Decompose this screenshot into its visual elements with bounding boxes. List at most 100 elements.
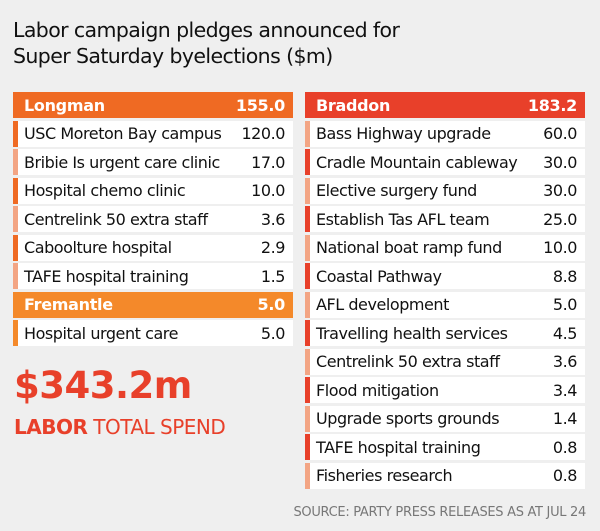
longman-rows: USC Moreton Bay campus 120.0 Bribie Is urg…	[13, 120, 293, 289]
row-accent-stripe	[13, 263, 18, 289]
row-value: 10.0	[251, 181, 285, 200]
table-row: Travelling health services 4.5	[305, 320, 585, 346]
row-value: 30.0	[543, 181, 577, 200]
row-label: Hospital chemo clinic	[24, 181, 186, 200]
row-label: Cradle Mountain cableway	[316, 152, 518, 172]
source-note: SOURCE: PARTY PRESS RELEASES AS AT JUL 2…	[293, 505, 586, 520]
row-accent-stripe	[13, 149, 18, 175]
row-accent-stripe	[13, 234, 18, 261]
row-accent-stripe	[305, 291, 310, 318]
row-label: TAFE hospital training	[24, 266, 189, 286]
right-column: Braddon 183.2 Bass Highway upgrade 60.0 Cr…	[305, 92, 585, 491]
group-total: 155.0	[235, 95, 285, 115]
table-row: Bass Highway upgrade 60.0	[305, 120, 585, 147]
group-header-braddon: Braddon 183.2	[305, 92, 585, 118]
row-accent-stripe	[305, 234, 310, 261]
row-label: Establish Tas AFL team	[316, 209, 490, 229]
table-row: Cradle Mountain cableway 30.0	[305, 149, 585, 175]
row-label: National boat ramp fund	[316, 238, 502, 257]
row-label: AFL development	[316, 295, 449, 314]
row-value: 2.9	[260, 238, 286, 257]
row-accent-stripe	[305, 120, 310, 147]
row-label: USC Moreton Bay campus	[24, 124, 222, 143]
row-value: 5.0	[260, 323, 286, 343]
group-header-fremantle: Fremantle 5.0	[13, 291, 293, 318]
total-label: LABOR TOTAL SPEND	[14, 414, 226, 440]
table-row: USC Moreton Bay campus 120.0	[13, 120, 293, 147]
row-accent-stripe	[13, 206, 18, 232]
row-value: 0.8	[552, 466, 578, 485]
row-value: 1.4	[552, 409, 578, 428]
row-accent-stripe	[13, 120, 18, 147]
row-value: 3.4	[552, 380, 578, 400]
row-label: Centrelink 50 extra staff	[316, 352, 500, 371]
row-label: Flood mitigation	[316, 380, 439, 400]
row-value: 17.0	[251, 152, 285, 172]
row-value: 3.6	[552, 352, 578, 371]
row-label: TAFE hospital training	[316, 437, 481, 457]
row-accent-stripe	[305, 348, 310, 375]
row-label: Bass Highway upgrade	[316, 124, 491, 143]
table-row: TAFE hospital training 1.5	[13, 263, 293, 289]
row-accent-stripe	[305, 320, 310, 346]
row-label: Travelling health services	[316, 323, 508, 343]
table-row: TAFE hospital training 0.8	[305, 434, 585, 460]
row-label: Bribie Is urgent care clinic	[24, 152, 220, 172]
row-value: 0.8	[552, 437, 578, 457]
title-line-1: Labor campaign pledges announced for	[13, 18, 400, 42]
table-row: Centrelink 50 extra staff 3.6	[305, 348, 585, 375]
row-label: Hospital urgent care	[24, 323, 178, 343]
row-label: Fisheries research	[316, 466, 453, 485]
table-row: Elective surgery fund 30.0	[305, 177, 585, 204]
total-label-rest: TOTAL SPEND	[87, 415, 226, 439]
table-row: Establish Tas AFL team 25.0	[305, 206, 585, 232]
table-row: Centrelink 50 extra staff 3.6	[13, 206, 293, 232]
row-accent-stripe	[305, 377, 310, 403]
group-total: 183.2	[527, 95, 577, 115]
row-accent-stripe	[305, 405, 310, 432]
row-accent-stripe	[305, 149, 310, 175]
row-value: 25.0	[543, 209, 577, 229]
left-column: Longman 155.0 USC Moreton Bay campus 120.…	[13, 92, 293, 349]
row-accent-stripe	[13, 320, 18, 346]
chart-title: Labor campaign pledges announced for Sup…	[13, 17, 400, 69]
row-value: 120.0	[241, 124, 285, 143]
table-row: Bribie Is urgent care clinic 17.0	[13, 149, 293, 175]
row-value: 10.0	[543, 238, 577, 257]
row-accent-stripe	[305, 177, 310, 204]
group-name: Braddon	[316, 95, 391, 115]
table-row: AFL development 5.0	[305, 291, 585, 318]
total-amount: $343.2m	[14, 364, 192, 407]
braddon-rows: Bass Highway upgrade 60.0 Cradle Mountain …	[305, 120, 585, 489]
row-label: Elective surgery fund	[316, 181, 477, 200]
table-row: Caboolture hospital 2.9	[13, 234, 293, 261]
row-value: 8.8	[552, 266, 578, 286]
row-label: Coastal Pathway	[316, 266, 442, 286]
title-line-2: Super Saturday byelections ($m)	[13, 44, 333, 68]
group-header-longman: Longman 155.0	[13, 92, 293, 118]
row-accent-stripe	[305, 263, 310, 289]
row-value: 5.0	[552, 295, 578, 314]
fremantle-rows: Hospital urgent care 5.0	[13, 320, 293, 346]
row-label: Centrelink 50 extra staff	[24, 209, 208, 229]
row-value: 60.0	[543, 124, 577, 143]
table-row: Coastal Pathway 8.8	[305, 263, 585, 289]
table-row: Upgrade sports grounds 1.4	[305, 405, 585, 432]
table-row: Flood mitigation 3.4	[305, 377, 585, 403]
row-accent-stripe	[305, 434, 310, 460]
total-label-bold: LABOR	[14, 415, 88, 439]
table-row: National boat ramp fund 10.0	[305, 234, 585, 261]
table-row: Hospital chemo clinic 10.0	[13, 177, 293, 204]
row-value: 1.5	[260, 266, 286, 286]
group-name: Longman	[24, 95, 105, 115]
row-value: 30.0	[543, 152, 577, 172]
row-value: 3.6	[260, 209, 286, 229]
row-accent-stripe	[305, 206, 310, 232]
row-accent-stripe	[13, 177, 18, 204]
table-row: Fisheries research 0.8	[305, 462, 585, 489]
row-label: Upgrade sports grounds	[316, 409, 500, 428]
group-name: Fremantle	[24, 295, 113, 314]
row-accent-stripe	[305, 462, 310, 489]
table-row: Hospital urgent care 5.0	[13, 320, 293, 346]
row-label: Caboolture hospital	[24, 238, 172, 257]
